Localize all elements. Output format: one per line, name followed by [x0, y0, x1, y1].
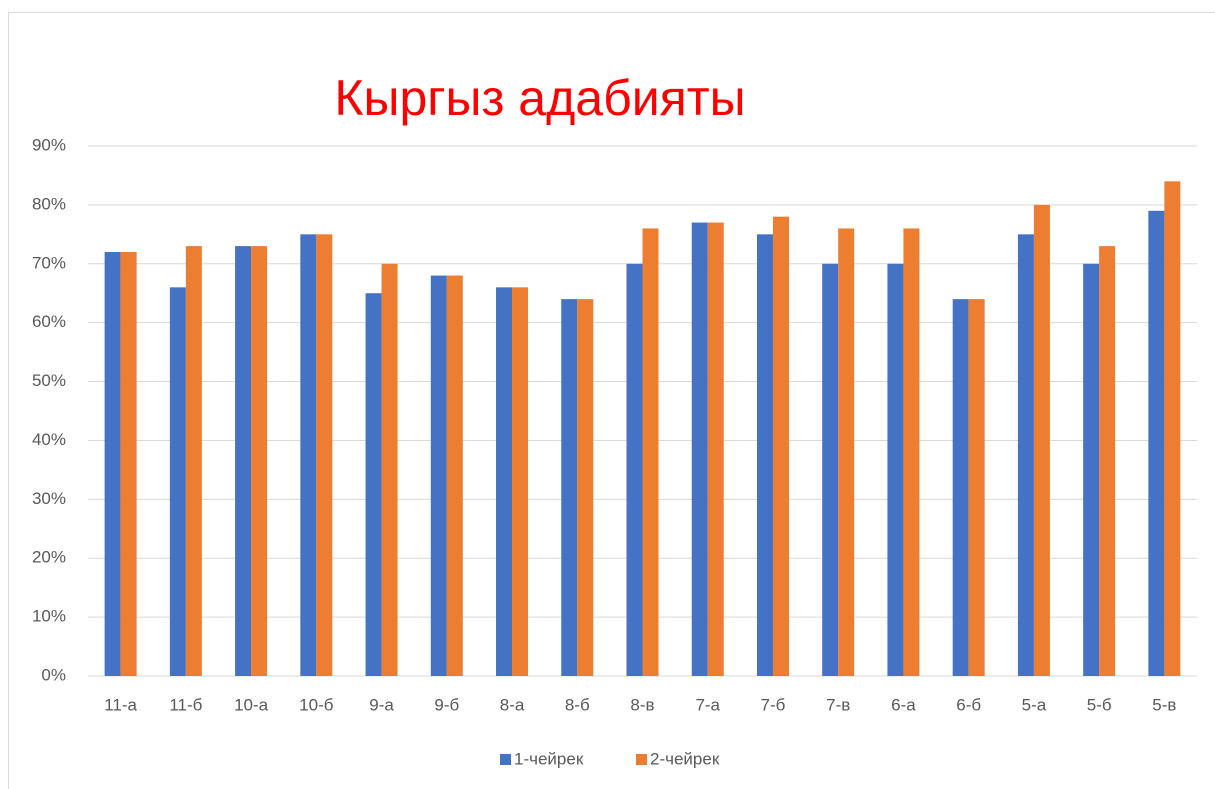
bar — [1148, 210, 1165, 676]
x-tick-label: 5-б — [1087, 695, 1112, 714]
x-tick-label: 8-б — [565, 695, 590, 714]
bar — [642, 228, 659, 676]
bar — [822, 263, 839, 676]
bar — [756, 234, 773, 677]
bar — [887, 263, 904, 676]
bar — [251, 246, 268, 676]
chart-frame — [8, 12, 1215, 789]
bar — [952, 299, 969, 676]
bar — [1017, 234, 1034, 677]
x-tick-label: 5-в — [1152, 695, 1176, 714]
legend-swatch — [500, 754, 511, 765]
bar — [512, 287, 529, 676]
x-tick-label: 11-а — [104, 695, 137, 714]
y-tick-label: 70% — [32, 253, 66, 272]
legend-swatch — [636, 754, 647, 765]
y-tick-label: 80% — [32, 194, 66, 213]
x-tick-label: 10-б — [299, 695, 334, 714]
bar — [365, 293, 382, 676]
x-tick-label: 5-а — [1022, 695, 1047, 714]
bar — [1083, 263, 1100, 676]
bar — [577, 299, 594, 676]
y-tick-label: 40% — [32, 430, 66, 449]
legend-label: 2-чейрек — [650, 749, 720, 768]
x-tick-label: 7-б — [761, 695, 786, 714]
x-tick-label: 9-а — [369, 695, 394, 714]
bar — [300, 234, 317, 677]
bar — [120, 252, 137, 676]
bar — [1033, 204, 1050, 676]
bar — [903, 228, 920, 676]
x-tick-label: 10-а — [234, 695, 269, 714]
bar — [1099, 246, 1116, 676]
bar — [104, 252, 121, 676]
y-tick-label: 0% — [41, 665, 66, 684]
bar — [772, 216, 789, 676]
y-tick-label: 30% — [32, 489, 66, 508]
x-tick-label: 6-б — [956, 695, 981, 714]
x-tick-label: 7-а — [695, 695, 720, 714]
bar — [626, 263, 643, 676]
bar — [169, 287, 186, 676]
bar — [1164, 181, 1181, 677]
chart-title: Кыргыз адабияты — [334, 70, 745, 126]
y-tick-label: 10% — [32, 607, 66, 626]
y-tick-label: 90% — [32, 135, 66, 154]
bar — [838, 228, 855, 676]
x-tick-label: 7-в — [826, 695, 850, 714]
x-tick-label: 6-а — [891, 695, 916, 714]
y-tick-label: 20% — [32, 548, 66, 567]
bar — [235, 246, 252, 676]
bar — [707, 222, 724, 677]
bar — [316, 234, 333, 677]
bar — [968, 299, 985, 676]
x-tick-label: 9-б — [434, 695, 459, 714]
bar — [185, 246, 202, 676]
bar — [381, 263, 398, 676]
bar — [561, 299, 578, 676]
x-tick-label: 11-б — [169, 695, 202, 714]
y-tick-label: 60% — [32, 312, 66, 331]
x-tick-label: 8-в — [630, 695, 654, 714]
bar — [430, 275, 447, 676]
bar — [446, 275, 463, 676]
x-tick-label: 8-а — [500, 695, 525, 714]
bar — [496, 287, 513, 676]
legend-label: 1-чейрек — [514, 749, 584, 768]
y-tick-label: 50% — [32, 371, 66, 390]
bar — [691, 222, 708, 677]
